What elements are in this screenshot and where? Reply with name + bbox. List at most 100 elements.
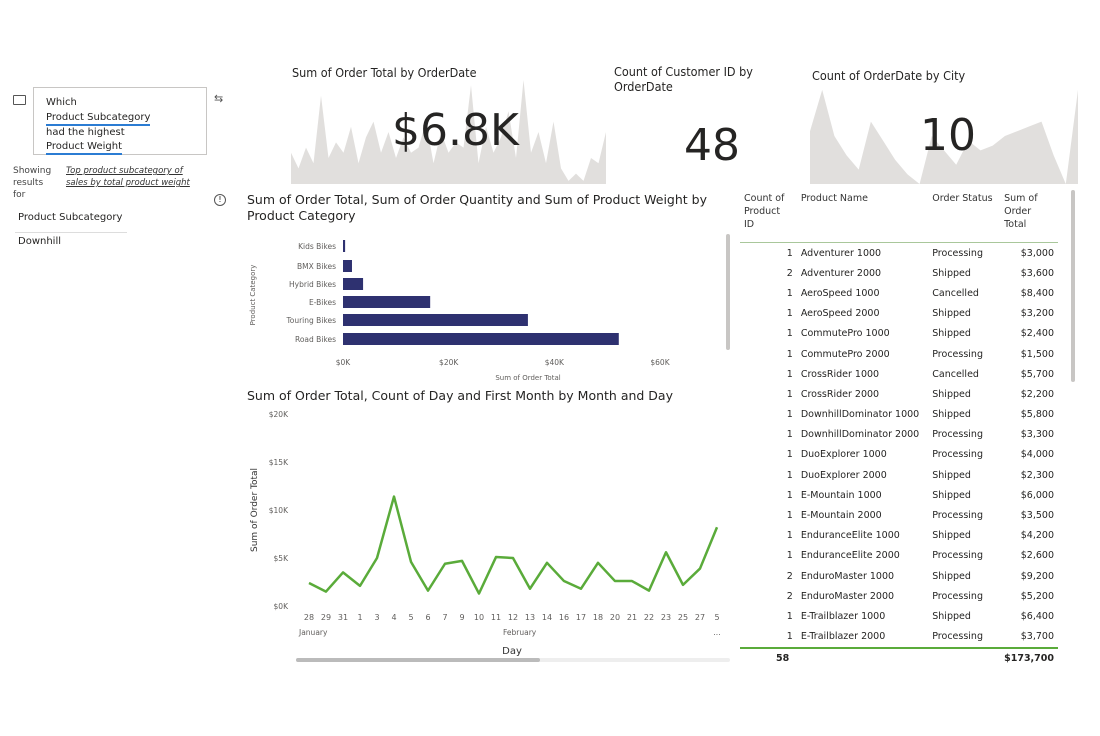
cell-product-name: DuoExplorer 2000 xyxy=(800,469,887,481)
month-label: February xyxy=(503,628,537,637)
qa-word: had the highest xyxy=(46,126,125,138)
cell-product-name: E-Mountain 1000 xyxy=(800,489,882,501)
y-tick-label: $15K xyxy=(269,458,289,467)
bar xyxy=(343,240,346,252)
cell-product-name: Adventurer 2000 xyxy=(800,267,882,279)
column-header[interactable]: Product Name xyxy=(800,193,868,204)
table-row[interactable]: 1 E-Mountain 1000 Shipped $6,000 xyxy=(740,485,1058,505)
cell-order-total: $3,700 xyxy=(1020,631,1054,643)
cell-order-status: Processing xyxy=(932,348,983,360)
kpi-value: $6.8K xyxy=(392,105,519,156)
kpi-value: 48 xyxy=(684,120,740,171)
cell-count: 1 xyxy=(786,247,793,259)
table-row[interactable]: 2 EnduroMaster 1000 Shipped $9,200 xyxy=(740,566,1058,586)
cell-product-name: E-Mountain 2000 xyxy=(800,510,882,522)
cell-count: 2 xyxy=(786,267,793,279)
table-row[interactable]: 1 DuoExplorer 2000 Shipped $2,300 xyxy=(740,465,1058,485)
x-tick-label: 9 xyxy=(459,613,464,622)
column-header[interactable]: Order Status xyxy=(932,193,993,204)
showing-results-link[interactable]: Top product subcategory of sales by tota… xyxy=(66,166,190,188)
cell-product-name: DuoExplorer 1000 xyxy=(800,449,887,461)
table-row[interactable]: 2 Adventurer 2000 Shipped $3,600 xyxy=(740,263,1058,283)
table-row[interactable]: 1 AeroSpeed 1000 Cancelled $8,400 xyxy=(740,283,1058,303)
info-icon[interactable]: ! xyxy=(214,194,226,206)
cell-order-status: Shipped xyxy=(932,530,971,542)
cell-order-status: Processing xyxy=(932,590,983,602)
cell-count: 2 xyxy=(786,590,793,602)
cell-product-name: CommutePro 2000 xyxy=(800,348,890,360)
x-tick-label: 21 xyxy=(627,613,637,622)
table-row[interactable]: 1 DuoExplorer 1000 Processing $4,000 xyxy=(740,445,1058,465)
qa-field-product-subcategory: Product Subcategory xyxy=(46,112,151,126)
x-tick-label: 20 xyxy=(610,613,620,622)
month-label: ... xyxy=(713,628,720,637)
cell-order-status: Processing xyxy=(932,247,983,259)
cell-product-name: AeroSpeed 2000 xyxy=(800,308,880,320)
x-tick-label: 7 xyxy=(442,613,447,622)
table-row[interactable]: 2 EnduroMaster 2000 Processing $5,200 xyxy=(740,586,1058,606)
bar xyxy=(343,314,528,326)
x-axis-title: Sum of Order Total xyxy=(495,374,560,382)
column-header[interactable]: Sum of Order Total xyxy=(1004,193,1038,230)
qa-field-product-weight: Product Weight xyxy=(46,141,122,155)
table-row[interactable]: 1 E-Trailblazer 2000 Processing $3,700 xyxy=(740,627,1058,648)
y-tick-label: $5K xyxy=(274,554,290,563)
bar-category-label: Road Bikes xyxy=(295,335,336,344)
cell-order-status: Cancelled xyxy=(932,287,979,299)
column-header[interactable]: Count of Product ID xyxy=(744,193,785,230)
x-tick-label: 28 xyxy=(304,613,314,622)
qa-question-input[interactable]: Which Product Subcategory had the highes… xyxy=(33,87,207,155)
table-row[interactable]: 1 E-Trailblazer 1000 Shipped $6,400 xyxy=(740,606,1058,626)
table-row[interactable]: 1 AeroSpeed 2000 Shipped $3,200 xyxy=(740,304,1058,324)
x-tick-label: $40K xyxy=(545,358,565,367)
x-tick-label: 11 xyxy=(491,613,501,622)
cell-product-name: CommutePro 1000 xyxy=(800,328,890,340)
cell-order-status: Shipped xyxy=(932,409,971,421)
table-row[interactable]: 1 CrossRider 2000 Shipped $2,200 xyxy=(740,384,1058,404)
table-row[interactable]: 1 DownhillDominator 2000 Processing $3,300 xyxy=(740,425,1058,445)
total-sum: $173,700 xyxy=(1004,653,1054,665)
bar xyxy=(343,296,431,308)
y-axis-title: Product Category xyxy=(249,265,257,326)
cell-order-total: $3,500 xyxy=(1020,510,1054,522)
convert-visual-icon[interactable]: ⇆ xyxy=(214,92,224,105)
cell-order-status: Cancelled xyxy=(932,368,979,380)
x-tick-label: $60K xyxy=(650,358,670,367)
table-row[interactable]: 1 EnduranceElite 2000 Processing $2,600 xyxy=(740,546,1058,566)
bar-chart-scrollbar[interactable] xyxy=(726,234,730,350)
table-row[interactable]: 1 E-Mountain 2000 Processing $3,500 xyxy=(740,505,1058,525)
cell-order-total: $1,500 xyxy=(1020,348,1054,360)
x-tick-label: 17 xyxy=(576,613,586,622)
table-row[interactable]: 1 Adventurer 1000 Processing $3,000 xyxy=(740,243,1058,264)
table-row[interactable]: 1 CommutePro 1000 Shipped $2,400 xyxy=(740,324,1058,344)
table-scrollbar[interactable] xyxy=(1071,190,1075,382)
table-row[interactable]: 1 EnduranceElite 1000 Shipped $4,200 xyxy=(740,526,1058,546)
bar xyxy=(343,260,352,272)
chat-icon[interactable] xyxy=(13,95,26,105)
cell-order-total: $4,000 xyxy=(1020,449,1054,461)
kpi-title: Count of OrderDate by City xyxy=(812,68,966,83)
cell-order-status: Shipped xyxy=(932,308,971,320)
cell-count: 1 xyxy=(786,510,793,522)
x-tick-label: 22 xyxy=(644,613,654,622)
cell-count: 1 xyxy=(786,469,793,481)
cell-order-total: $2,200 xyxy=(1020,388,1054,400)
cell-order-status: Shipped xyxy=(932,328,971,340)
x-tick-label: 13 xyxy=(525,613,535,622)
cell-order-total: $6,000 xyxy=(1020,489,1054,501)
cell-order-total: $5,200 xyxy=(1020,590,1054,602)
table-row[interactable]: 1 DownhillDominator 1000 Shipped $5,800 xyxy=(740,405,1058,425)
table-row[interactable]: 1 CommutePro 2000 Processing $1,500 xyxy=(740,344,1058,364)
cell-order-total: $2,300 xyxy=(1020,469,1054,481)
y-tick-label: $10K xyxy=(269,506,289,515)
cell-count: 1 xyxy=(786,328,793,340)
x-tick-label: 18 xyxy=(593,613,603,622)
cell-count: 1 xyxy=(786,610,793,622)
month-label: January xyxy=(298,628,328,637)
table-row[interactable]: 1 CrossRider 1000 Cancelled $5,700 xyxy=(740,364,1058,384)
cell-order-status: Processing xyxy=(932,449,983,461)
line-chart-scrollbar-thumb[interactable] xyxy=(296,658,540,662)
cell-product-name: E-Trailblazer 1000 xyxy=(800,610,886,622)
cell-product-name: DownhillDominator 1000 xyxy=(800,409,920,421)
